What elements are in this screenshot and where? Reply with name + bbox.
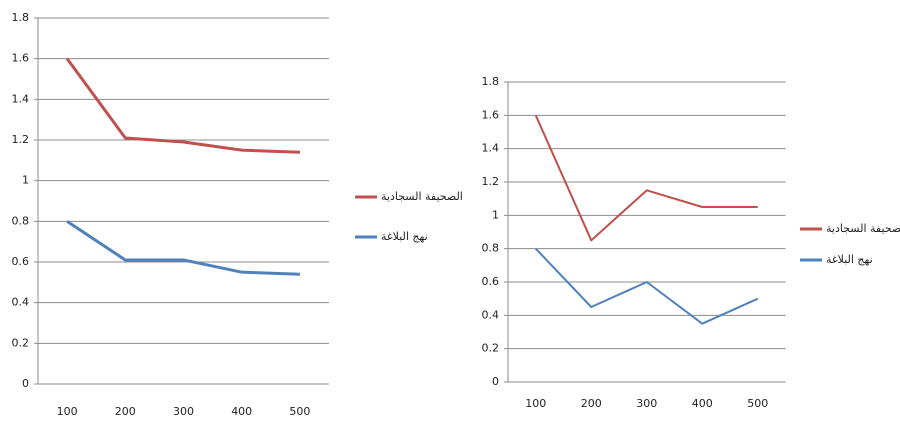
y-tick-label: 1 <box>22 174 29 187</box>
y-tick-label: 0 <box>22 377 29 390</box>
y-tick-label: 1.8 <box>482 75 500 88</box>
y-tick-label: 0.2 <box>482 342 500 355</box>
series-line <box>534 114 758 242</box>
y-tick-label: 0.6 <box>12 255 30 268</box>
y-tick-label: 1.6 <box>12 52 30 65</box>
y-tick-label: 1.8 <box>12 11 30 24</box>
x-tick-label: 400 <box>692 397 713 410</box>
y-tick-label: 1.2 <box>12 133 30 146</box>
series-line <box>65 57 300 154</box>
x-tick-label: 300 <box>636 397 657 410</box>
x-tick-label: 500 <box>747 397 768 410</box>
y-tick-label: 0.6 <box>482 275 500 288</box>
y-tick-label: 1.6 <box>482 108 500 121</box>
legend-label: الصحيفة السجادية <box>381 190 463 203</box>
y-tick-label: 0.4 <box>12 296 30 309</box>
x-tick-label: 400 <box>231 405 252 418</box>
y-tick-label: 1.2 <box>482 175 500 188</box>
x-tick-label: 300 <box>173 405 194 418</box>
y-tick-label: 0 <box>492 375 499 388</box>
x-tick-label: 100 <box>57 405 78 418</box>
y-tick-label: 0.8 <box>482 242 500 255</box>
x-tick-label: 200 <box>581 397 602 410</box>
y-tick-label: 0.4 <box>482 308 500 321</box>
legend-label: الصحيفة السجادية <box>826 222 900 235</box>
y-tick-label: 1 <box>492 208 499 221</box>
x-tick-label: 200 <box>115 405 136 418</box>
y-tick-label: 1.4 <box>12 92 30 105</box>
x-tick-label: 100 <box>525 397 546 410</box>
legend-label: نهج البلاغة <box>826 253 873 266</box>
series-line <box>66 220 300 276</box>
series-line <box>535 247 759 325</box>
legend-label: نهج البلاغة <box>381 230 428 243</box>
y-tick-label: 0.2 <box>12 336 30 349</box>
y-tick-label: 0.8 <box>12 214 30 227</box>
x-tick-label: 500 <box>289 405 310 418</box>
y-tick-label: 1.4 <box>482 142 500 155</box>
